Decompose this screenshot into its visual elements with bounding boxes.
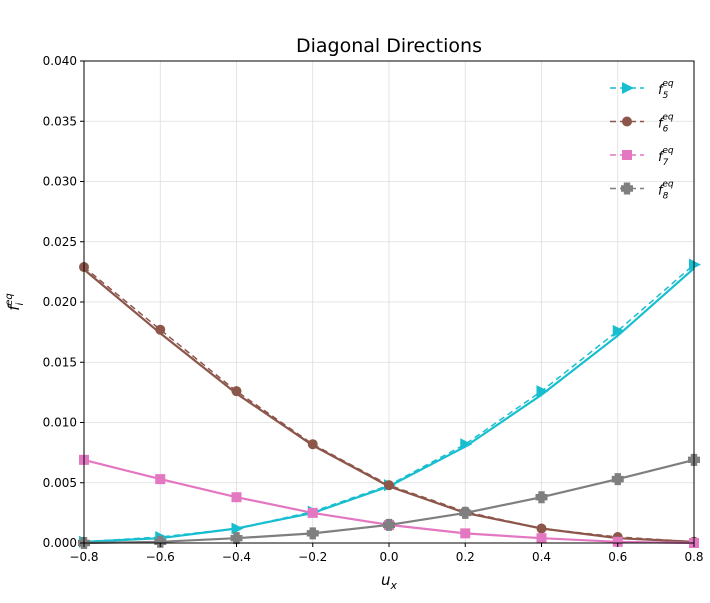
x-tick-label: 0.6 <box>608 550 627 564</box>
legend-label-sup: eq <box>662 180 674 190</box>
data-point-marker <box>460 528 471 539</box>
axis-ticks: −0.8 −0.6 −0.4 −0.2 0.0 0.2 0.4 0.6 0.8 0.000 0.00… <box>43 54 704 564</box>
data-point-marker <box>154 535 167 548</box>
data-point-marker <box>383 518 395 531</box>
x-tick-label: −0.8 <box>69 550 98 564</box>
data-point-marker <box>460 438 473 451</box>
x-tick-label: 0.8 <box>684 550 703 564</box>
data-point-marker <box>230 532 243 545</box>
data-point-marker <box>611 473 624 486</box>
y-axis-label-sub: i <box>15 303 26 306</box>
x-tick-label: 0.4 <box>532 550 551 564</box>
y-tick-label: 0.035 <box>43 114 77 128</box>
x-tick-label: 0.0 <box>379 550 398 564</box>
y-tick-label: 0.015 <box>43 355 77 369</box>
x-axis-label-main: u <box>381 571 391 589</box>
data-point-marker <box>535 491 548 504</box>
legend-item-6: f6 eq <box>610 113 674 135</box>
chart-title: Diagonal Directions <box>296 35 482 57</box>
data-point-marker <box>307 507 318 518</box>
legend-label: f6 eq <box>658 113 674 135</box>
x-tick-label: 0.2 <box>456 550 475 564</box>
data-point-marker <box>536 533 547 544</box>
y-tick-label: 0.030 <box>43 175 77 189</box>
series-layer <box>78 258 701 549</box>
y-tick-label: 0.005 <box>43 476 77 490</box>
y-tick-label: 0.025 <box>43 235 77 249</box>
data-point-marker <box>306 527 319 540</box>
legend-label-sub: 8 <box>663 192 669 202</box>
legend-label-sub: 7 <box>663 158 669 168</box>
legend-label: f5 eq <box>658 79 674 101</box>
x-tick-label: −0.6 <box>146 550 175 564</box>
series-dashed-line <box>83 266 695 543</box>
legend-label: f8 eq <box>658 180 674 202</box>
legend-label-sub: 5 <box>663 91 669 101</box>
series-8 <box>78 453 700 549</box>
data-point-marker <box>612 324 625 337</box>
data-point-marker <box>612 536 623 547</box>
y-tick-label: 0.040 <box>43 54 77 68</box>
y-axis-label: fieq <box>4 293 26 311</box>
legend-label: f7 eq <box>658 146 674 168</box>
data-point-marker <box>231 522 244 535</box>
x-axis-label: ux <box>381 571 398 592</box>
legend-label-main: f <box>658 83 665 98</box>
legend-label-main: f <box>658 184 665 199</box>
legend-item-8: f8 eq <box>610 180 674 202</box>
grid-lines <box>83 60 695 544</box>
data-point-marker <box>384 480 394 491</box>
y-axis-label-sup: eq <box>4 293 15 306</box>
x-axis-label-sub: x <box>390 579 398 592</box>
legend-marker <box>622 150 632 160</box>
legend-label-main: f <box>658 117 665 132</box>
legend-label-sup: eq <box>662 146 674 156</box>
legend-label-sup: eq <box>662 113 674 123</box>
data-point-marker <box>536 523 547 534</box>
svg-text:fieq: fieq <box>4 293 26 311</box>
legend-marker <box>622 116 632 127</box>
legend-marker <box>621 182 633 195</box>
legend-label-sub: 6 <box>663 125 669 135</box>
y-tick-label: 0.000 <box>43 536 77 550</box>
data-point-marker <box>689 258 701 271</box>
data-point-marker <box>459 506 472 519</box>
data-point-marker <box>307 439 318 450</box>
legend-item-7: f7 eq <box>610 146 674 168</box>
y-tick-label: 0.020 <box>43 295 77 309</box>
data-point-marker <box>231 386 242 397</box>
legend-item-5: f5 eq <box>610 79 674 101</box>
data-point-marker <box>536 385 549 398</box>
data-point-marker <box>231 492 242 503</box>
legend-label-main: f <box>658 150 665 165</box>
legend-label-sup: eq <box>662 79 674 89</box>
y-axis-label-main: f <box>5 303 23 311</box>
data-point-marker <box>155 324 166 335</box>
x-tick-label: −0.2 <box>298 550 327 564</box>
x-tick-label: −0.4 <box>222 550 251 564</box>
legend-marker <box>622 82 634 94</box>
y-tick-label: 0.010 <box>43 416 77 430</box>
data-point-marker <box>155 474 166 485</box>
